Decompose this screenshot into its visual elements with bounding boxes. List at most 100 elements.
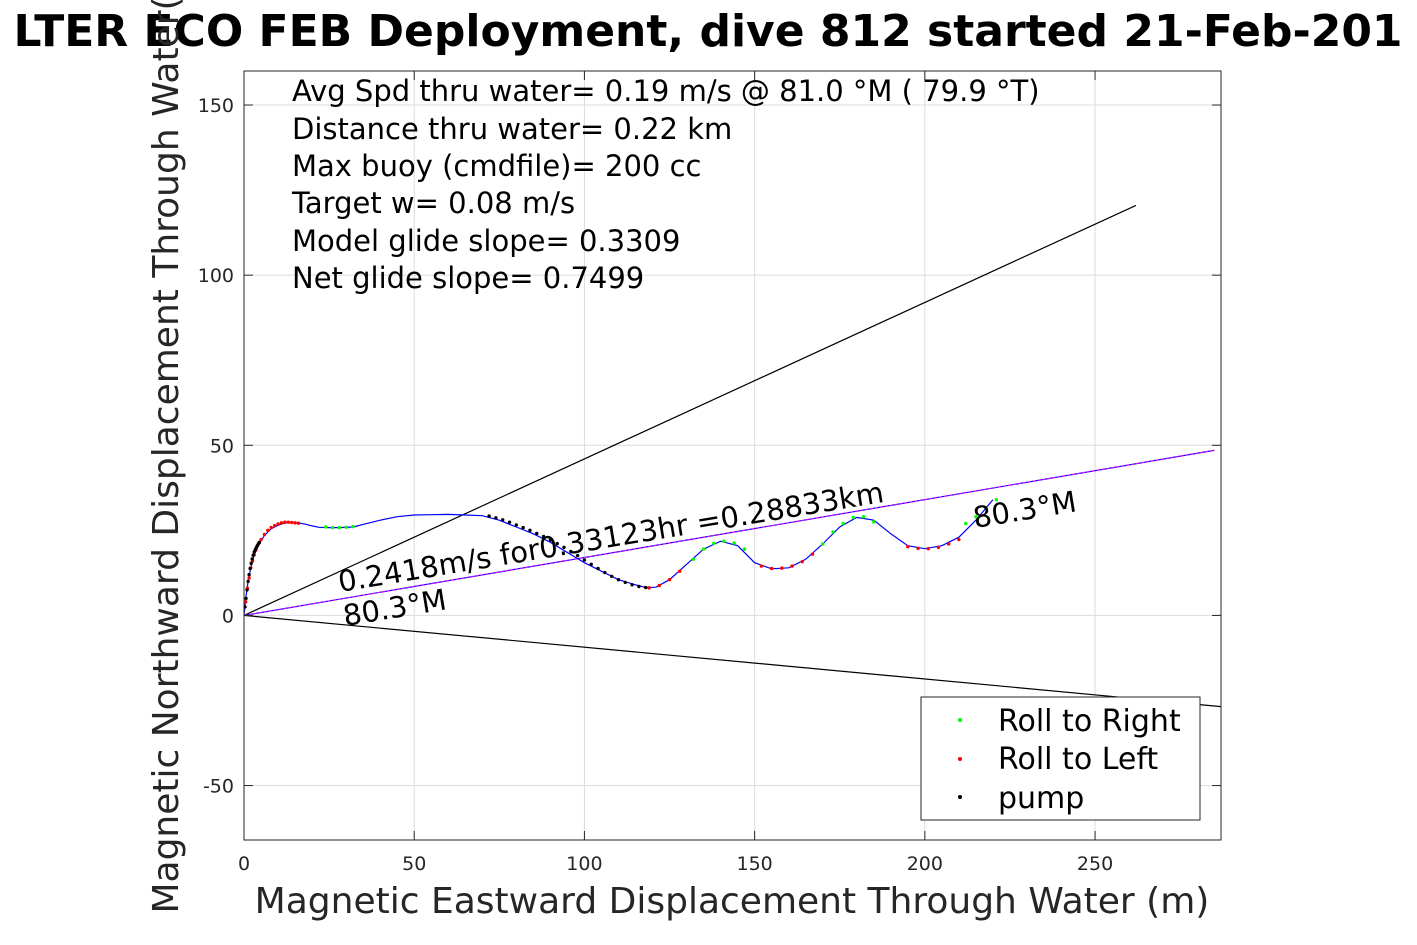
point-pump [616, 577, 621, 582]
point-pump [609, 574, 614, 578]
point-roll-to-left [269, 525, 273, 530]
y-tick-label: 50 [210, 435, 234, 457]
point-roll-to-left [678, 569, 682, 573]
point-roll-to-left [296, 521, 301, 525]
point-roll-to-right [963, 521, 968, 526]
point-pump [569, 549, 573, 554]
legend-marker-roll-left [958, 757, 962, 761]
point-pump [514, 523, 519, 527]
point-roll-to-right [722, 539, 726, 543]
x-tick-label: 0 [238, 853, 250, 875]
point-pump [643, 585, 648, 590]
legend-label-roll-left: Roll to Left [998, 742, 1158, 777]
stat-distance: Distance thru water= 0.22 km [292, 112, 732, 146]
point-roll-to-left [647, 586, 651, 590]
stats-block: Avg Spd thru water= 0.19 m/s @ 81.0 °M (… [291, 74, 1040, 295]
point-pump [501, 518, 505, 522]
point-roll-to-left [259, 537, 263, 542]
x-tick-label: 100 [566, 853, 602, 875]
legend-marker-pump [958, 795, 962, 799]
point-roll-to-left [266, 528, 270, 533]
chart-title: LTER ECO FEB Deployment, dive 812 starte… [13, 6, 1402, 57]
y-tick-label: -50 [203, 776, 234, 798]
x-tick-labels: 0 50 100 150 200 250 [238, 853, 1113, 875]
point-roll-to-left [667, 577, 672, 582]
point-roll-to-left [272, 523, 277, 528]
legend-label-pump: pump [998, 781, 1084, 816]
point-pump [257, 540, 262, 545]
point-roll-to-right [344, 525, 348, 529]
point-roll-to-right [841, 521, 845, 526]
tick-marks [243, 71, 1221, 840]
point-roll-to-left [759, 564, 764, 568]
x-axis-label: Magnetic Eastward Displacement Through W… [255, 881, 1210, 922]
point-roll-to-right [821, 542, 825, 546]
point-pump [245, 588, 249, 592]
point-pump [528, 528, 532, 533]
point-pump [630, 583, 634, 587]
point-roll-to-right [851, 515, 856, 520]
point-pump [589, 562, 593, 567]
point-roll-to-right [324, 525, 328, 529]
reference-lines [243, 204, 1222, 708]
point-roll-to-right [732, 541, 736, 545]
point-roll-to-left [293, 521, 297, 525]
y-tick-label: 0 [222, 605, 234, 627]
stat-max-buoy: Max buoy (cmdfile)= 200 cc [292, 149, 701, 183]
line-cone-lower [243, 614, 1222, 708]
point-roll-to-left [936, 545, 941, 550]
point-roll-to-right [861, 515, 866, 519]
legend: Roll to Right Roll to Left pump [920, 696, 1201, 821]
point-roll-to-left [286, 520, 290, 524]
point-pump [244, 596, 248, 601]
point-roll-to-left [657, 583, 662, 588]
y-tick-labels: -50 0 50 100 150 [198, 95, 234, 798]
point-roll-to-left [780, 566, 784, 570]
point-roll-to-right [351, 524, 355, 529]
y-axis-label: Magnetic Northward Displacement Through … [146, 0, 187, 914]
point-pump [582, 558, 587, 562]
point-pump [494, 516, 498, 520]
point-roll-to-right [691, 557, 696, 561]
point-roll-to-left [926, 547, 930, 551]
point-roll-to-left [276, 522, 280, 526]
point-roll-to-left [769, 566, 774, 571]
point-pump [541, 534, 546, 539]
point-roll-to-right [974, 515, 978, 519]
point-pump [507, 520, 512, 524]
point-roll-to-left [790, 564, 794, 568]
plot-frame [243, 70, 1222, 841]
point-pump [623, 580, 627, 585]
point-pump [249, 561, 253, 566]
point-roll-to-left [283, 520, 287, 524]
point-roll-to-right [337, 525, 342, 530]
point-pump [521, 525, 525, 530]
point-roll-to-right [831, 530, 835, 534]
point-roll-to-left [289, 520, 294, 525]
x-tick-label: 150 [736, 853, 772, 875]
point-roll-to-left [916, 546, 920, 551]
point-roll-to-left [810, 552, 815, 556]
point-pump [548, 538, 553, 542]
point-roll-to-left [247, 576, 251, 580]
point-roll-to-left [800, 559, 804, 564]
line-avg-heading [243, 449, 1215, 616]
point-pump [555, 541, 559, 546]
point-pump [248, 566, 252, 571]
legend-marker-roll-right [958, 718, 962, 722]
point-roll-to-right [994, 498, 999, 502]
point-pump [247, 572, 251, 577]
point-pump [596, 566, 600, 571]
point-roll-to-left [279, 521, 284, 525]
point-pump [535, 531, 539, 536]
point-roll-to-left [906, 544, 910, 549]
point-roll-to-right [984, 506, 988, 510]
x-tick-label: 50 [402, 853, 426, 875]
point-pump [575, 553, 580, 558]
point-pump [487, 514, 491, 518]
point-pump [637, 584, 641, 589]
point-roll-to-left [946, 542, 951, 546]
x-tick-label: 200 [907, 853, 943, 875]
point-roll-to-right [712, 541, 716, 545]
